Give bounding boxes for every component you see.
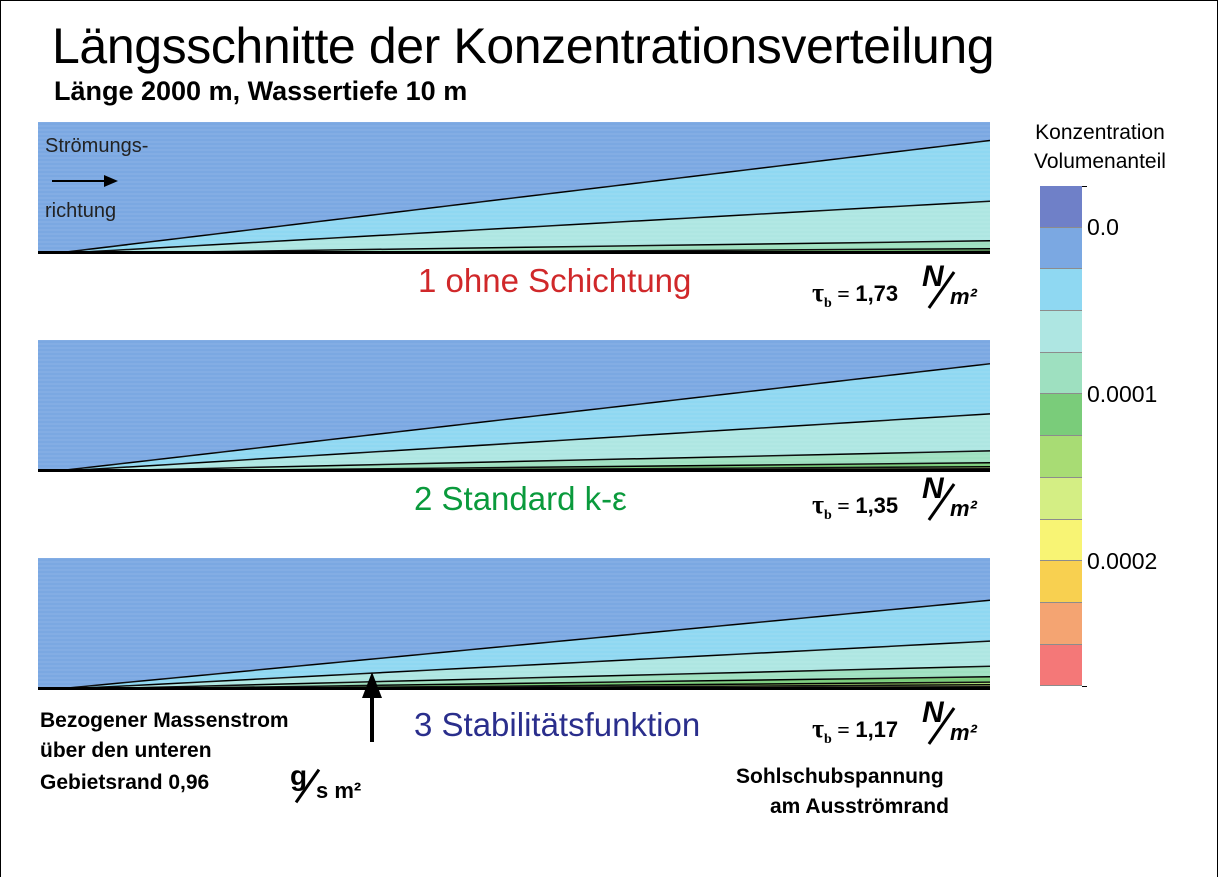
panel-3-label: 3 Stabilitätsfunktion	[414, 706, 701, 743]
legend-title: Konzentration Volumenanteil	[1034, 118, 1166, 176]
panel-3-unit-numerator: N	[922, 696, 944, 729]
panel-3-tau: τb = 1,17	[812, 714, 898, 748]
bed-line	[38, 251, 990, 254]
panel-1-label: 1 ohne Schichtung	[418, 262, 692, 299]
mass-flux-line-3: Gebietsrand 0,96	[40, 771, 210, 794]
contour-line-1	[46, 640, 990, 690]
contour-line-0	[47, 599, 990, 690]
tau-subscript: b	[823, 508, 832, 523]
legend-swatch-7	[1040, 477, 1082, 520]
panel-3-tau-value: 1,17	[855, 717, 899, 742]
panel-2-contour-plot	[38, 340, 990, 472]
flow-label-top: Strömungs-	[45, 135, 149, 157]
contour-layers	[38, 340, 990, 472]
panel-2-section	[38, 340, 990, 472]
panel-1-tau-value: 1,73	[855, 281, 899, 306]
bed-line	[38, 687, 990, 690]
figure-title: Längsschnitte der Konzentrationsverteilu…	[52, 18, 995, 74]
tau-equals: =	[837, 493, 850, 518]
legend-swatch-1	[1040, 227, 1082, 270]
panel-2-tau-value: 1,35	[855, 493, 899, 518]
mass-flux-unit-denominator: s m²	[316, 778, 362, 803]
contour-line-1	[47, 413, 990, 472]
legend-swatch-2	[1040, 269, 1082, 312]
panel-3-contour-plot	[38, 558, 990, 690]
shear-note-line-1: Sohlschubspannung	[736, 765, 944, 788]
panel-3-section	[38, 558, 990, 690]
legend-swatch-6	[1040, 436, 1082, 478]
tau-subscript: b	[823, 296, 832, 311]
tau-symbol: τ	[812, 714, 824, 743]
panel-2-label: 2 Standard k-ε	[414, 480, 627, 517]
flow-direction-arrow-icon	[52, 175, 118, 187]
tau-symbol: τ	[812, 278, 824, 307]
legend-swatch-5	[1040, 394, 1082, 437]
panel-3-unit-denominator: m²	[950, 720, 977, 745]
tau-subscript: b	[823, 732, 832, 747]
tau-equals: =	[837, 717, 850, 742]
shear-note-line-2: am Ausströmrand	[770, 795, 949, 818]
panel-1-unit-denominator: m²	[950, 284, 977, 309]
panel-1-contour-plot	[38, 122, 990, 254]
mass-flux-arrow-icon	[362, 672, 382, 742]
contour-line-2	[45, 665, 990, 690]
mass-flux-line-1: Bezogener Massenstrom	[40, 709, 289, 732]
legend-color-bar	[1040, 186, 1082, 687]
legend-swatch-0	[1040, 186, 1082, 228]
legend-swatch-11	[1040, 644, 1082, 687]
mass-flux-unit-numerator: g	[290, 760, 308, 791]
panel-1-unit-numerator: N	[922, 260, 944, 293]
legend-label-0: 0.0	[1087, 214, 1119, 240]
panel-2-unit-numerator: N	[922, 472, 944, 505]
legend-label-2: 0.0002	[1087, 548, 1158, 574]
panel-2-unit-denominator: m²	[950, 496, 977, 521]
contour-line-1	[47, 200, 990, 254]
contour-line-0	[49, 139, 990, 254]
contour-layers	[38, 558, 990, 690]
legend-title-line-1: Konzentration	[1035, 121, 1165, 144]
legend-swatch-4	[1040, 352, 1082, 395]
tau-symbol: τ	[812, 490, 824, 519]
contour-line-2	[45, 450, 990, 472]
legend-swatch-10	[1040, 602, 1082, 645]
contour-line-0	[48, 363, 990, 472]
contour-layers	[38, 122, 990, 254]
legend-label-1: 0.0001	[1087, 381, 1158, 407]
figure-subtitle: Länge 2000 m, Wassertiefe 10 m	[54, 76, 468, 106]
legend-swatch-9	[1040, 561, 1082, 603]
mass-flux-line-2: über den unteren	[40, 739, 212, 762]
legend-swatch-3	[1040, 311, 1082, 353]
legend-top-tick	[1082, 186, 1087, 187]
panel-2-tau: τb = 1,35	[812, 490, 898, 524]
legend-swatch-8	[1040, 519, 1082, 562]
tau-equals: =	[837, 281, 850, 306]
legend-title-line-2: Volumenanteil	[1034, 150, 1166, 173]
bed-line	[38, 469, 990, 472]
panel-1-section	[38, 122, 990, 254]
legend-bottom-tick	[1082, 686, 1087, 687]
panel-1-tau: τb = 1,73	[812, 278, 898, 312]
flow-label-bottom: richtung	[45, 200, 117, 222]
